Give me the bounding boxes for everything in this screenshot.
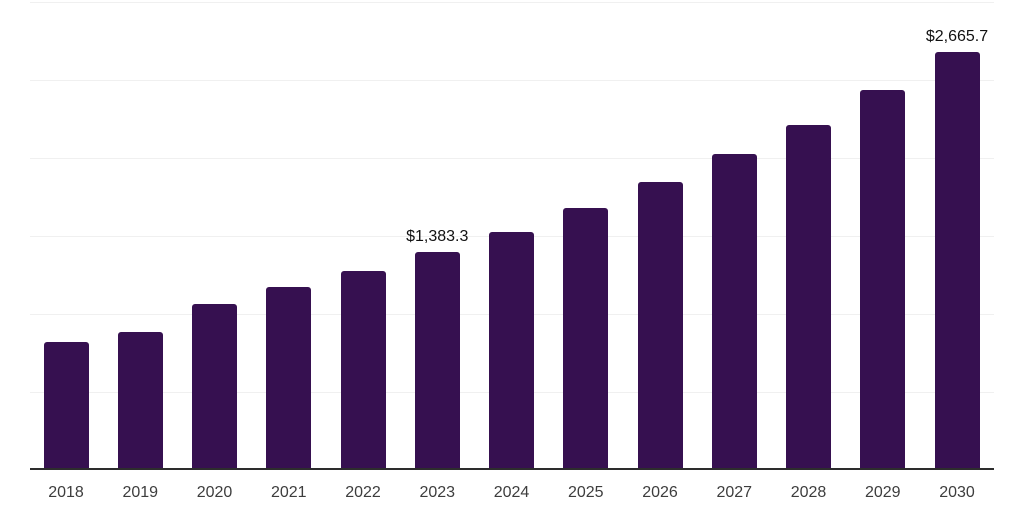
- x-tick-2021: 2021: [270, 484, 307, 501]
- x-tick-2028: 2028: [790, 484, 827, 501]
- bar-2020[interactable]: [192, 304, 237, 468]
- bar-2025[interactable]: [563, 208, 609, 468]
- x-tick-2019: 2019: [122, 484, 159, 501]
- x-tick-2030: 2030: [939, 484, 975, 501]
- bar-2022[interactable]: [340, 271, 386, 468]
- x-tick-2022: 2022: [345, 484, 381, 501]
- bar-2018[interactable]: [43, 342, 89, 468]
- value-label-2023: $1,383.3: [406, 228, 469, 246]
- bar-2021[interactable]: [266, 287, 312, 468]
- x-tick-2027: 2027: [716, 484, 753, 501]
- bar-2024[interactable]: [489, 231, 534, 468]
- gridline: [30, 80, 994, 81]
- bar-2023[interactable]: [414, 252, 460, 468]
- gridline: [30, 158, 994, 159]
- bar-2019[interactable]: [117, 331, 163, 468]
- x-tick-2023: 2023: [419, 484, 456, 501]
- bar-2027[interactable]: [711, 154, 757, 468]
- x-tick-2020: 2020: [196, 484, 233, 501]
- x-tick-2026: 2026: [642, 484, 678, 501]
- bar-2030[interactable]: [934, 52, 980, 468]
- x-axis-labels: 2018 2019 2020 2021 2022 2023 2024 2025 2026 2027…: [30, 484, 994, 504]
- plot-area: $1,383.3 $2,665.7: [30, 2, 994, 470]
- x-tick-2018: 2018: [48, 484, 84, 501]
- bar-2026[interactable]: [637, 181, 683, 468]
- x-tick-2024: 2024: [493, 484, 530, 501]
- x-tick-2025: 2025: [567, 484, 604, 501]
- bar-2028[interactable]: [786, 124, 831, 468]
- bar-2029[interactable]: [860, 90, 906, 468]
- gridline: [30, 2, 994, 3]
- value-label-2030: $2,665.7: [925, 28, 989, 46]
- x-tick-2029: 2029: [864, 484, 901, 501]
